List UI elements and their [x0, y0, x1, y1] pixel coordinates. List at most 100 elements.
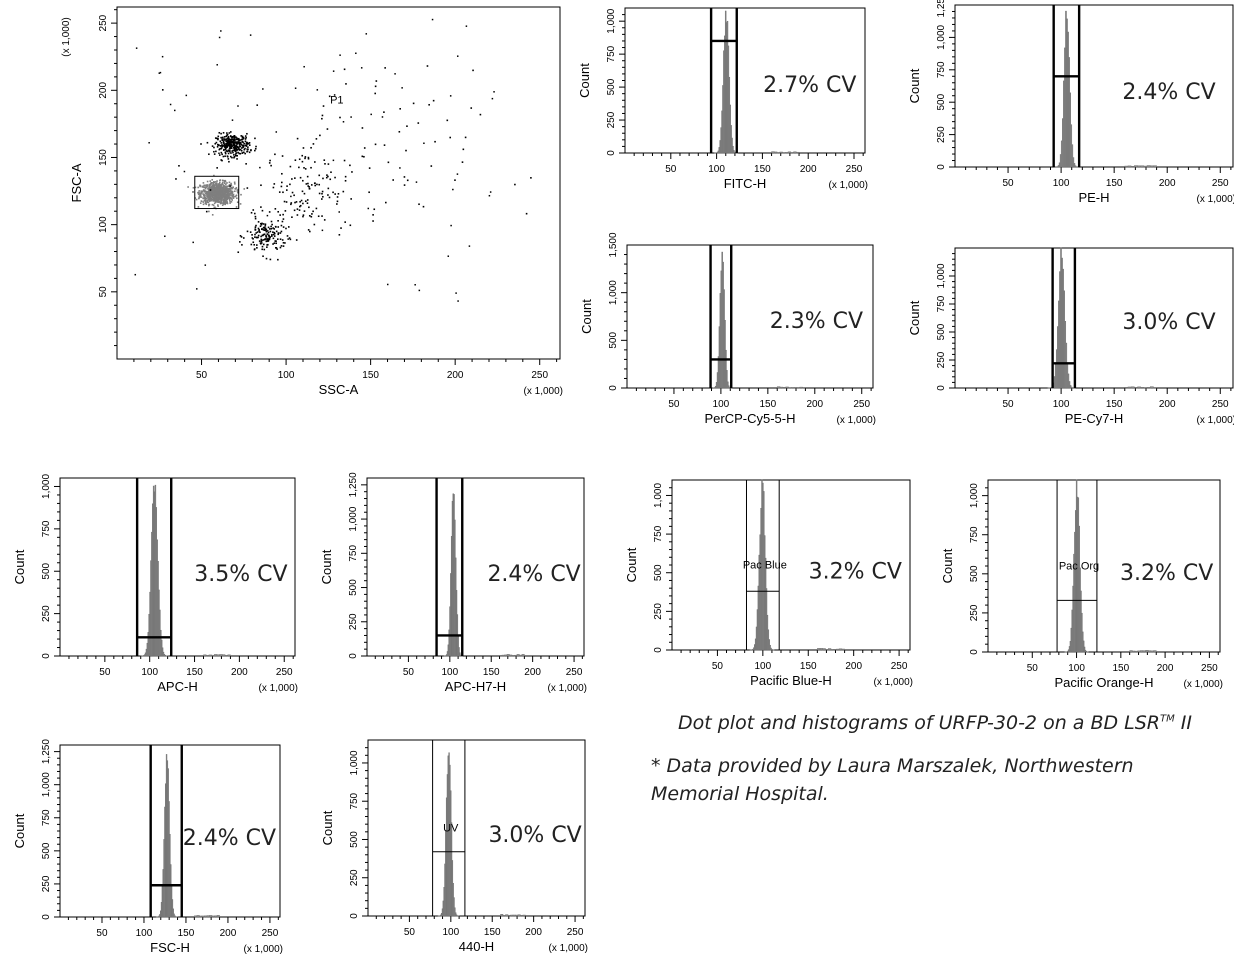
cv-label: 2.7% CV [763, 73, 856, 98]
scatter-point [291, 191, 294, 194]
scatter-point [227, 187, 230, 190]
scatter-point [215, 137, 218, 140]
scatter-point [254, 215, 257, 218]
scatter-point [206, 200, 209, 202]
scatter-point [456, 173, 459, 175]
scatter-point [270, 225, 272, 228]
scatter-point [214, 181, 217, 183]
scatter-point [238, 138, 240, 141]
scatter-point [224, 145, 227, 147]
scatter-point [231, 145, 234, 147]
scatter-point [204, 193, 207, 195]
scatter-point [214, 196, 217, 199]
y-tick-label: 1,000 [653, 483, 664, 508]
scatter-point [262, 223, 265, 225]
scatter-point [321, 198, 323, 200]
scatter-point [226, 137, 229, 140]
scatter-point [230, 143, 233, 146]
scatter-point [265, 228, 268, 231]
scatter-point [280, 230, 283, 233]
scatter-point [221, 202, 223, 204]
scatter-point [368, 191, 370, 194]
scatter-point [314, 182, 316, 185]
y-tick-label: 1,000 [41, 772, 52, 797]
scatter-point [251, 237, 254, 239]
scatter-point [232, 142, 235, 145]
histogram-bars [712, 251, 806, 389]
scatter-point [274, 153, 276, 156]
x-tick-label: 50 [99, 667, 111, 678]
scatter-point [229, 135, 232, 138]
scatter-point [530, 177, 532, 179]
scatter-point [228, 188, 231, 191]
scatter-point [231, 136, 234, 139]
gate-p1-rect [194, 175, 240, 210]
scatter-point [303, 65, 305, 68]
scatter-point [234, 190, 236, 193]
scatter-point [212, 193, 215, 196]
histogram-bar [219, 654, 223, 657]
x-tick-label: 200 [1159, 399, 1176, 410]
histogram-bar [208, 654, 212, 657]
histogram-bar [799, 386, 803, 389]
scatter-point [229, 150, 231, 153]
scatter-point [225, 197, 228, 200]
scatter-point [321, 229, 324, 232]
scatter-point [234, 154, 237, 157]
scatter-point [230, 197, 233, 200]
scatter-point [256, 236, 258, 239]
histogram-bar [774, 151, 778, 154]
scatter-point [208, 153, 210, 156]
scatter-point [208, 194, 210, 197]
scatter-point [254, 233, 256, 236]
scatter-point [265, 238, 267, 240]
scatter-point [208, 185, 211, 188]
scatter-point [228, 181, 231, 184]
scatter-point [222, 141, 225, 143]
scatter-point [255, 145, 257, 148]
scatter-point [265, 236, 268, 238]
scatter-point [305, 183, 308, 185]
scatter-point [422, 205, 425, 208]
scatter-point [213, 202, 216, 205]
histogram-bar [510, 914, 514, 917]
scatter-point [221, 198, 223, 201]
scatter-point [217, 194, 219, 196]
x-tick-label: 150 [178, 928, 195, 939]
scatter-point [207, 197, 210, 199]
scatter-point [229, 192, 231, 195]
scatter-point [365, 33, 368, 35]
scatter-point [232, 151, 234, 154]
scatter-point [406, 179, 409, 182]
scatter-point [284, 210, 287, 212]
scatter-point [198, 190, 201, 192]
scatter-point [228, 199, 231, 201]
scatter-point [218, 194, 221, 197]
histogram-bar [1134, 387, 1138, 389]
histogram-fsc-h: 50 100 150 200 250 0 250 500 750 1,000 1,250 FSC-H C… [12, 739, 283, 955]
scatter-point [200, 191, 203, 194]
x-axis-label: FITC-H [724, 176, 767, 191]
scatter-point [236, 137, 238, 139]
scatter-point [232, 144, 235, 146]
scatter-point [241, 136, 244, 138]
scatter-point [267, 226, 270, 229]
scatter-point [236, 154, 239, 157]
histogram-bar [1140, 650, 1144, 653]
scatter-point [338, 211, 340, 213]
scatter-point [269, 228, 271, 230]
histogram-bar [196, 915, 200, 918]
scatter-point [216, 180, 218, 182]
scatter-point [192, 191, 194, 193]
x-multiplier-label: (x 1,000) [524, 386, 563, 397]
scatter-point [267, 237, 269, 240]
scatter-point [228, 132, 231, 134]
scatter-point [212, 187, 215, 190]
scatter-point [216, 167, 218, 169]
scatter-point [493, 91, 495, 93]
scatter-point [272, 186, 275, 189]
scatter-point [273, 183, 276, 185]
x-tick-label: 150 [186, 667, 203, 678]
scatter-point [253, 212, 256, 215]
histogram-bar [1140, 387, 1145, 389]
